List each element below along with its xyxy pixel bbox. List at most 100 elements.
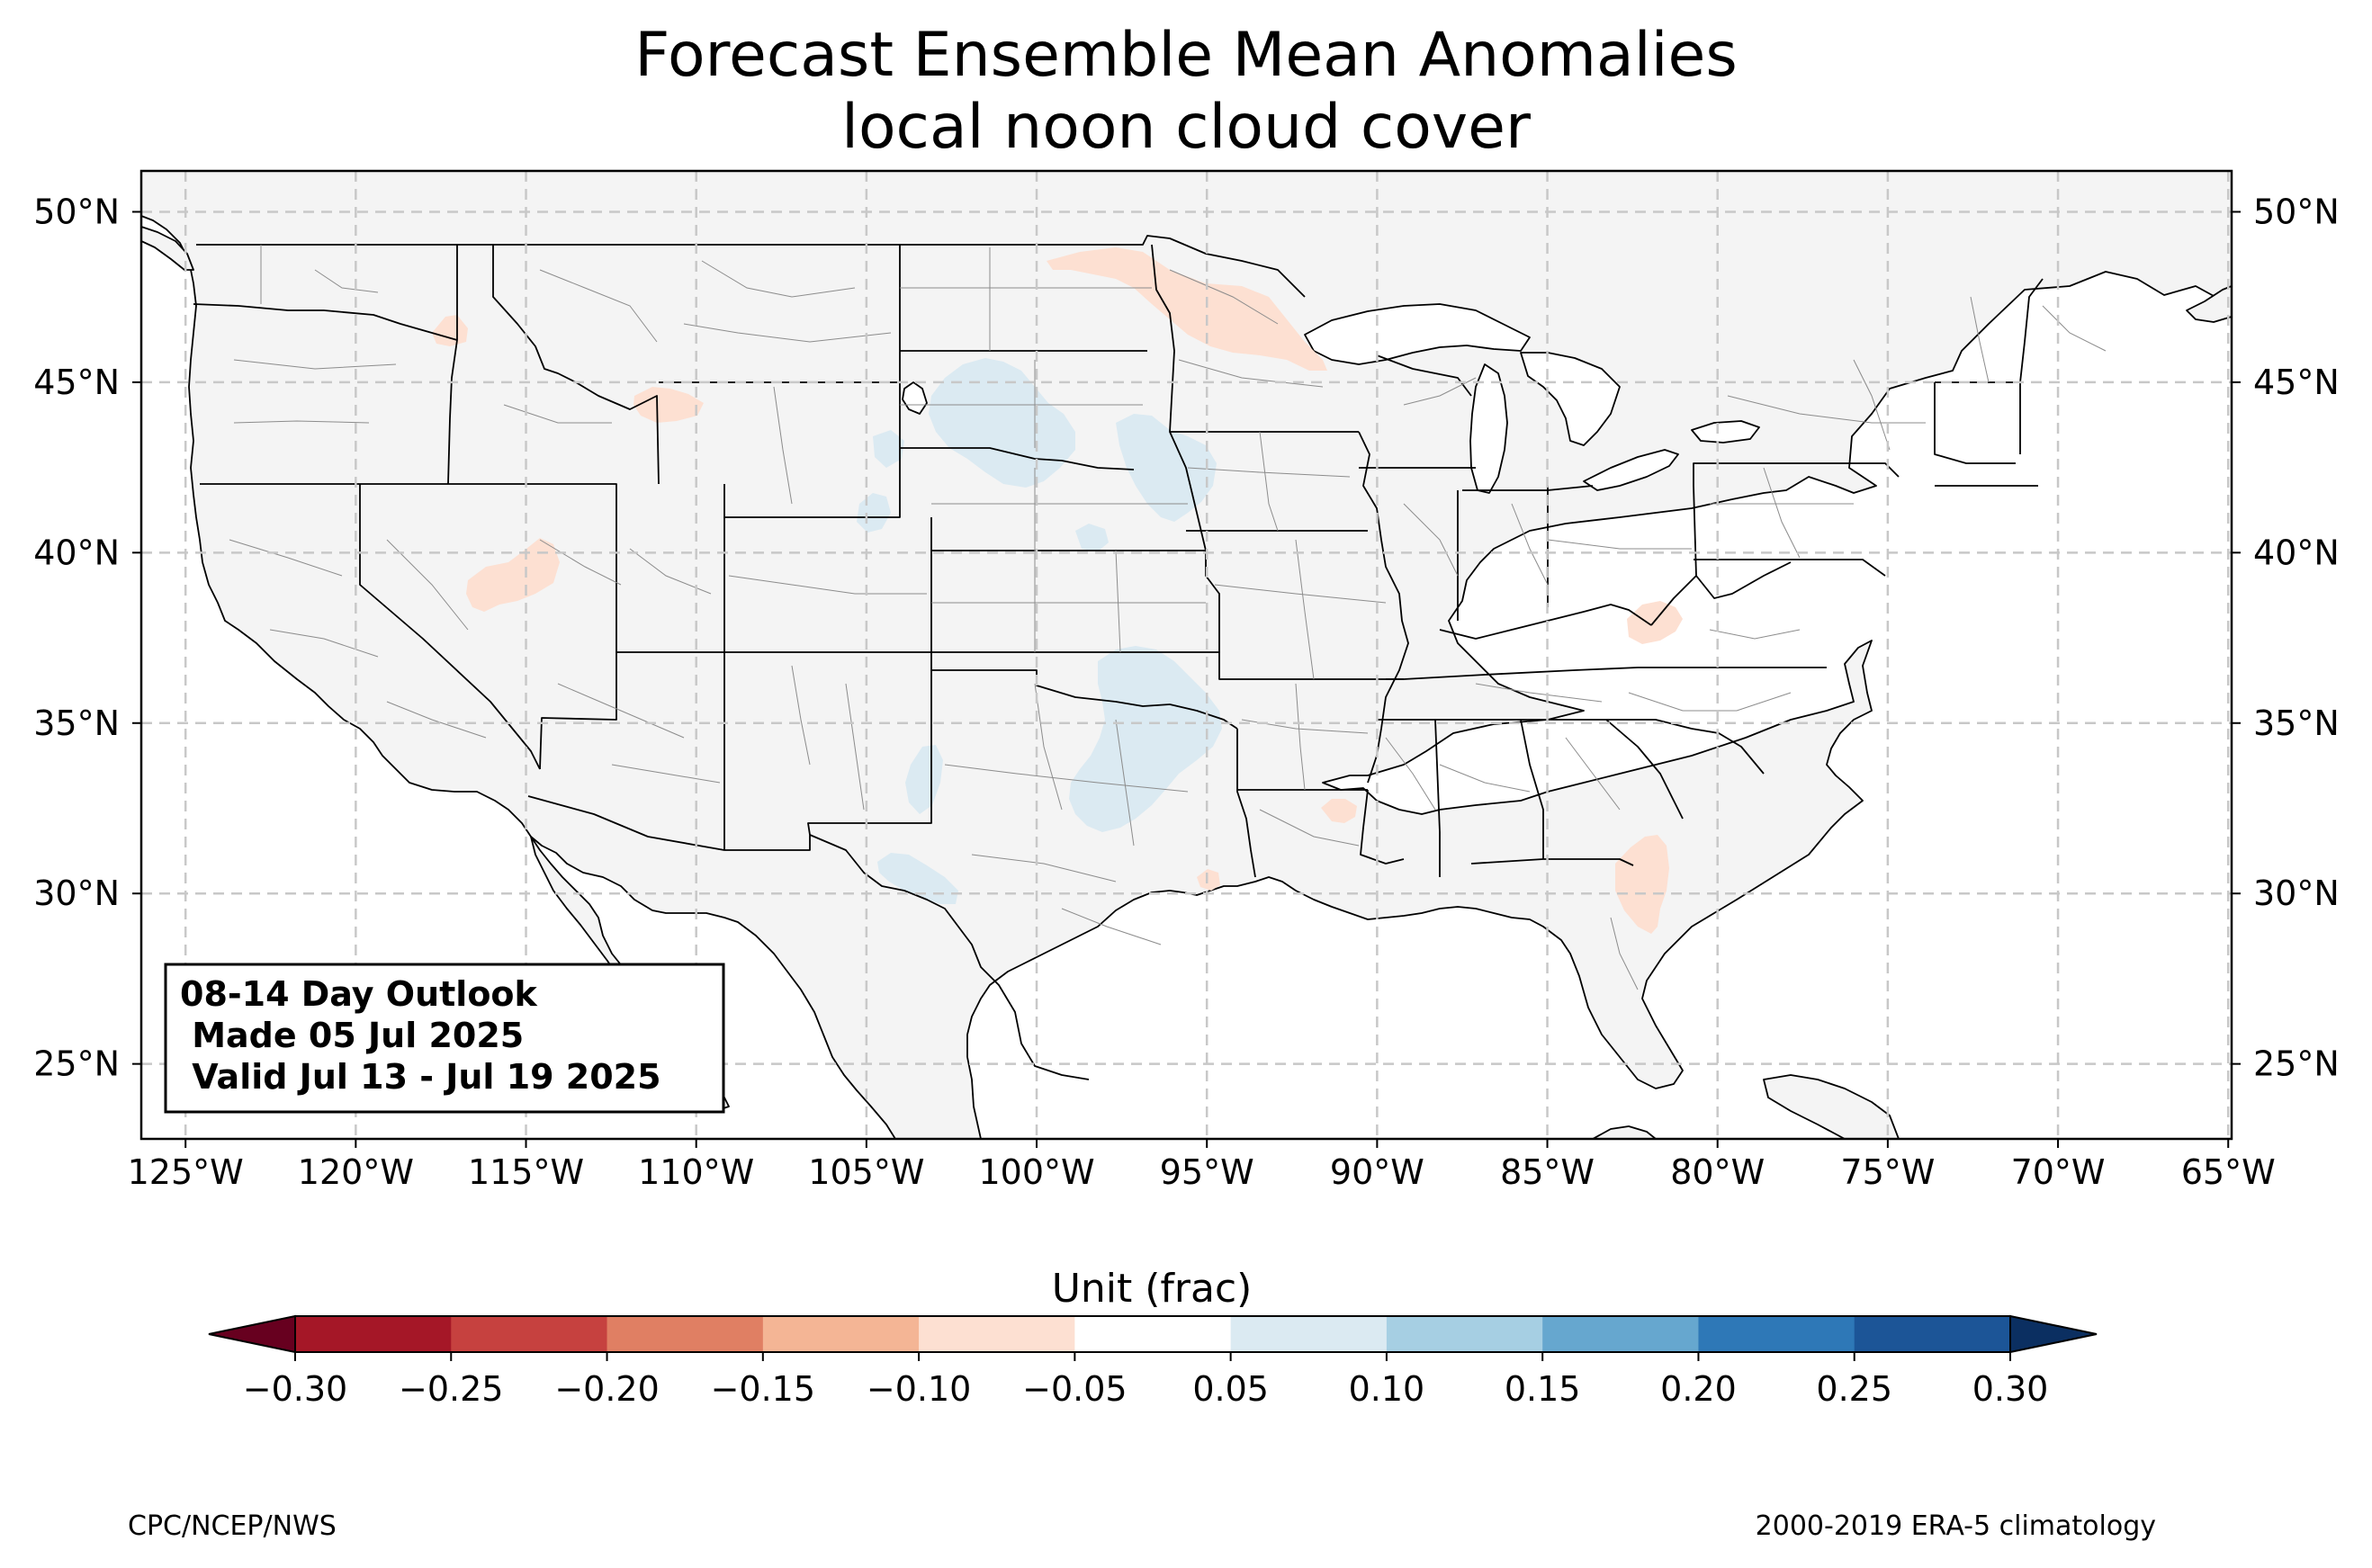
ga-sc-border <box>1605 719 1684 820</box>
division-line <box>971 854 1117 883</box>
us-canada-border <box>196 235 1306 298</box>
lat-tick-label-right: 45°N <box>2253 363 2340 402</box>
division-line <box>1259 431 1279 532</box>
wa-or-border <box>193 303 458 341</box>
lat-tick-label-right: 25°N <box>2253 1044 2340 1084</box>
lon-tick-label: 65°W <box>2181 1152 2276 1192</box>
yucatan-coast <box>1592 1125 1657 1139</box>
division-line <box>1970 296 1990 383</box>
chart-title: Forecast Ensemble Mean Anomalies <box>634 20 1738 91</box>
lon-tick-label: 120°W <box>298 1152 414 1192</box>
info-box-line2: Made 05 Jul 2025 <box>180 1016 524 1055</box>
wy-border <box>659 381 901 518</box>
nc-sc-ga-border <box>1606 719 1765 775</box>
lake-erie <box>1583 449 1679 491</box>
lon-tick-label: 75°W <box>1840 1152 1935 1192</box>
colorbar-label: Unit (frac) <box>1052 1266 1253 1312</box>
division-line <box>1403 377 1477 406</box>
colorbar-tick-label: −0.30 <box>243 1369 347 1409</box>
mississippi-river-border <box>1358 431 1409 784</box>
map-frame <box>139 169 2233 1141</box>
map-panel: 125°W 120°W 115°W 110°W 105°W 100°W 95°W 90°W 85… <box>33 169 2340 1192</box>
vancouver-island <box>141 226 194 271</box>
anomaly-nebraska-small <box>1075 524 1109 551</box>
info-box-line1: 08-14 Day Outlook <box>180 974 538 1014</box>
division-line <box>539 269 658 343</box>
colorbar-under-triangle <box>208 1314 296 1354</box>
credit-left: CPC/NCEP/NWS <box>128 1510 337 1542</box>
nv-ut-border <box>360 483 617 770</box>
division-line <box>1295 683 1306 791</box>
colorbar-segment <box>606 1316 764 1352</box>
colorbar: Unit (frac) −0.30 −0.25 −0.20 −0.15 −0.10 −0.… <box>208 1266 2098 1409</box>
division-line <box>1709 629 1801 640</box>
lon-tick-label: 85°W <box>1500 1152 1595 1192</box>
division-line <box>1187 467 1351 478</box>
ms-al-border <box>1434 719 1441 877</box>
anomaly-eastern-colorado <box>873 430 904 468</box>
colorbar-tick-label: 0.20 <box>1660 1369 1737 1409</box>
lon-tick-label: 70°W <box>2011 1152 2106 1192</box>
division-line <box>1628 692 1792 712</box>
wi-mi-border <box>1376 354 1472 397</box>
division-line <box>269 629 379 658</box>
mo-border <box>1169 431 1404 680</box>
colorbar-segment <box>1854 1316 2011 1352</box>
nm-tx-border <box>807 670 932 836</box>
division-line <box>233 420 370 424</box>
division-line <box>233 359 397 370</box>
anomaly-georgia-florida <box>1615 835 1669 934</box>
lat-tick-label-left: 45°N <box>33 363 120 402</box>
anomaly-northern-idaho <box>432 315 468 346</box>
ia-mn-border <box>1151 244 1359 433</box>
wv-va-border <box>1695 561 1792 599</box>
ca-nv-border <box>359 484 541 770</box>
colorbar-tick-label: −0.15 <box>711 1369 815 1409</box>
colorbar-tick-label: 0.05 <box>1192 1369 1269 1409</box>
lon-tick-label: 110°W <box>638 1152 754 1192</box>
anomaly-eastern-nebraska-iowa <box>1116 414 1217 522</box>
division-line <box>791 665 811 766</box>
cuba <box>1763 1074 1900 1139</box>
texas-mexico-border <box>809 834 1090 1080</box>
division-line <box>1439 764 1531 793</box>
division-line <box>683 323 892 343</box>
colorbar-tick-label: −0.20 <box>554 1369 659 1409</box>
colorbar-segment <box>295 1316 452 1352</box>
pa-ny-border <box>1693 462 1900 486</box>
pa-md-border <box>1694 559 1886 577</box>
state-borders <box>193 235 2044 1080</box>
oh-pa-border <box>1650 485 1697 626</box>
lat-tick-label-left: 30°N <box>33 874 120 913</box>
lake-ontario <box>1691 420 1760 444</box>
anomaly-big-bend <box>877 853 958 904</box>
lat-tick-label-left: 35°N <box>33 703 120 743</box>
lake-huron <box>1520 352 1621 446</box>
colorbar-over-triangle <box>2009 1314 2098 1354</box>
anomaly-northern-minnesota <box>1047 247 1327 371</box>
great-salt-lake <box>902 381 928 415</box>
anomaly-eastern-colorado-2 <box>857 493 891 533</box>
colorbar-tick-label: −0.25 <box>399 1369 503 1409</box>
division-line <box>1295 539 1315 680</box>
az-mexico-border <box>527 795 811 851</box>
lat-tick-label-right: 30°N <box>2253 874 2340 913</box>
lat-tick-label-right: 50°N <box>2253 192 2340 231</box>
division-line <box>1547 539 1692 550</box>
colorbar-tick-label: 0.25 <box>1816 1369 1892 1409</box>
lake-michigan <box>1469 363 1508 494</box>
colorbar-segment <box>762 1316 920 1352</box>
division-line <box>1061 908 1162 945</box>
division-line <box>1853 359 1891 451</box>
colorbar-tick-label: −0.05 <box>1022 1369 1127 1409</box>
division-line <box>773 386 793 505</box>
division-line <box>1403 503 1459 577</box>
lat-tick-label-left: 40°N <box>33 533 120 572</box>
colorbar-segment <box>1074 1316 1232 1352</box>
anomaly-southern-mississippi <box>1321 799 1357 823</box>
colorbar-segment <box>451 1316 608 1352</box>
division-line <box>1763 467 1801 559</box>
colorbar-segment <box>1542 1316 1699 1352</box>
